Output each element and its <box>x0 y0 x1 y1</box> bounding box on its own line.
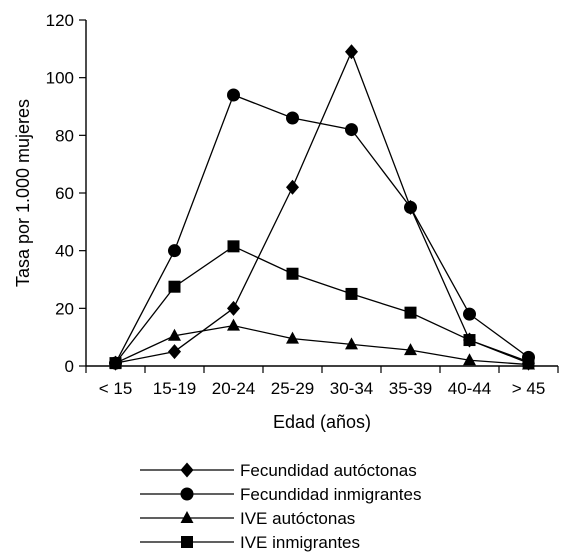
data-point <box>286 179 299 195</box>
y-tick-label: 80 <box>55 126 74 145</box>
series-line <box>115 49 529 364</box>
series-square <box>109 240 535 370</box>
data-point <box>109 357 122 370</box>
y-tick-label: 20 <box>55 299 74 318</box>
legend-item: IVE inmigrantes <box>140 533 360 552</box>
data-point <box>345 287 358 300</box>
x-tick-label: 20-24 <box>212 379 255 398</box>
y-tick-label: 40 <box>55 242 74 261</box>
legend-marker <box>180 487 194 501</box>
series-line <box>114 94 529 364</box>
y-axis-ticks: 0 20 40 60 80 100 120 <box>46 11 86 376</box>
y-axis-title: Tasa por 1.000 mujeres <box>13 99 33 287</box>
y-tick-label: 100 <box>46 69 74 88</box>
x-tick-label: < 15 <box>99 379 133 398</box>
data-point <box>168 244 181 258</box>
data-point <box>227 240 240 253</box>
data-point <box>404 343 417 356</box>
data-point <box>463 353 476 366</box>
x-tick-label: 25-29 <box>271 379 314 398</box>
legend-label: Fecundidad inmigrantes <box>240 485 421 504</box>
data-point <box>286 331 299 344</box>
axes <box>85 20 558 367</box>
x-tick-label: 15-19 <box>153 379 196 398</box>
series-line <box>114 245 529 364</box>
data-point <box>286 111 299 125</box>
data-point <box>286 267 299 280</box>
x-axis-title: Edad (años) <box>273 412 371 432</box>
series-circle <box>109 88 535 370</box>
y-tick-label: 60 <box>55 184 74 203</box>
legend-marker <box>180 511 194 523</box>
data-point <box>463 307 476 321</box>
data-point <box>227 318 240 331</box>
legend-label: IVE inmigrantes <box>240 533 360 552</box>
legend-label: Fecundidad autóctonas <box>240 461 417 480</box>
data-point <box>345 123 358 137</box>
series-diamond <box>109 44 535 371</box>
data-point <box>345 44 358 60</box>
data-point <box>168 328 181 341</box>
data-point <box>345 337 358 350</box>
legend-marker <box>180 462 194 478</box>
legend-item: IVE autóctonas <box>140 509 355 528</box>
data-point <box>227 300 240 316</box>
data-point <box>227 88 240 102</box>
data-point <box>168 344 181 360</box>
data-point <box>463 334 476 347</box>
legend-item: Fecundidad autóctonas <box>140 461 417 480</box>
x-axis-ticks: < 15 15-19 20-24 25-29 30-34 35-39 40-44 > 45 <box>85 366 559 398</box>
x-tick-label: 30-34 <box>330 379 373 398</box>
data-point <box>404 306 417 319</box>
legend-label: IVE autóctonas <box>240 509 355 528</box>
legend-marker <box>181 536 193 548</box>
data-point <box>168 280 181 293</box>
data-point <box>404 200 417 214</box>
y-tick-label: 0 <box>65 357 74 376</box>
legend-item: Fecundidad inmigrantes <box>140 485 421 504</box>
data-point <box>522 355 535 368</box>
legend: Fecundidad autóctonas Fecundidad inmigran… <box>140 461 421 552</box>
x-tick-label: > 45 <box>512 379 546 398</box>
y-tick-label: 120 <box>46 11 74 30</box>
series-layer <box>109 44 535 371</box>
x-tick-label: 40-44 <box>448 379 491 398</box>
x-tick-label: 35-39 <box>389 379 432 398</box>
series-line <box>115 324 529 366</box>
